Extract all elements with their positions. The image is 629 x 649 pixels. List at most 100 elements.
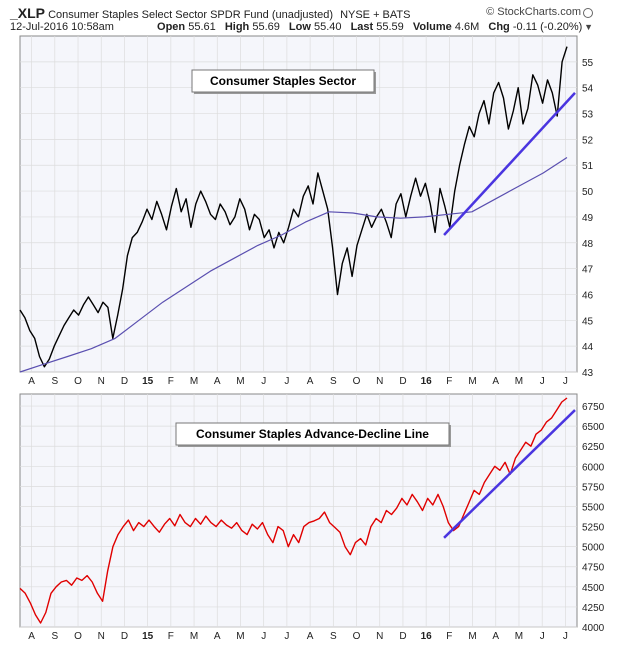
x-tick-label: S: [51, 376, 58, 387]
x-tick-label: M: [236, 631, 244, 642]
y-tick-label: 5750: [582, 482, 605, 493]
title-box: [191, 69, 375, 93]
low-label: Low: [288, 21, 311, 33]
x-tick-label: F: [168, 376, 174, 387]
low-value: 55.40: [313, 21, 342, 33]
x-tick-label: S: [330, 376, 337, 387]
change-label: Chg: [488, 21, 510, 33]
y-tick-label: 6750: [582, 402, 605, 413]
chevron-down-icon[interactable]: ▼: [584, 22, 593, 32]
x-tick-label: S: [51, 631, 58, 642]
x-tick-label: D: [399, 631, 406, 642]
x-tick-label: N: [376, 376, 383, 387]
x-tick-label: M: [190, 376, 198, 387]
title-box: [175, 422, 450, 446]
y-tick-label: 49: [582, 213, 594, 224]
y-tick-label: 52: [582, 135, 594, 146]
x-tick-label: J: [540, 631, 545, 642]
ad-line-line: [19, 397, 568, 624]
x-tick-label: N: [376, 631, 383, 642]
x-tick-label: A: [492, 376, 499, 387]
x-tick-label: A: [492, 631, 499, 642]
y-tick-label: 6250: [582, 442, 605, 453]
y-tick-label: 4250: [582, 603, 605, 614]
x-tick-label: A: [214, 631, 221, 642]
y-tick-label: 5250: [582, 523, 605, 534]
exchange-label: NYSE + BATS: [340, 9, 411, 21]
x-tick-label: M: [468, 376, 476, 387]
x-tick-label: N: [98, 631, 105, 642]
x-tick-label: O: [74, 631, 82, 642]
x-tick-label: A: [307, 376, 314, 387]
x-tick-label: M: [515, 631, 523, 642]
x-tick-label: D: [121, 376, 128, 387]
x-tick-label: A: [307, 631, 314, 642]
y-tick-label: 44: [582, 342, 594, 353]
high-value: 55.69: [252, 21, 280, 33]
x-tick-label: J: [284, 631, 289, 642]
y-tick-label: 4750: [582, 563, 605, 574]
x-tick-label: N: [98, 376, 105, 387]
price-line: [19, 46, 568, 368]
x-tick-label: M: [515, 376, 523, 387]
open-value: 55.61: [188, 21, 216, 33]
x-tick-label: M: [468, 631, 476, 642]
high-label: High: [224, 21, 250, 33]
y-tick-label: 4000: [582, 623, 605, 634]
x-tick-label: D: [121, 631, 128, 642]
trendline: [443, 92, 576, 236]
x-tick-label: O: [353, 631, 361, 642]
open-label: Open: [157, 21, 186, 33]
y-tick-label: 4500: [582, 583, 605, 594]
x-tick-label: A: [214, 376, 221, 387]
x-tick-label: 16: [421, 376, 433, 387]
x-tick-label: J: [261, 631, 266, 642]
chart-header-line1: _XLP Consumer Staples Select Sector SPDR…: [10, 5, 410, 21]
y-tick-label: 50: [582, 187, 594, 198]
x-tick-label: F: [446, 376, 452, 387]
x-tick-label: J: [563, 631, 568, 642]
last-value: 55.59: [376, 21, 404, 33]
y-tick-label: 43: [582, 368, 594, 379]
x-tick-label: O: [74, 376, 82, 387]
quote-date: 12-Jul-2016 10:58am: [10, 21, 114, 33]
change-value: -0.11 (-0.20%): [512, 21, 583, 33]
y-tick-label: 51: [582, 161, 594, 172]
x-tick-label: 15: [142, 376, 154, 387]
x-tick-label: J: [563, 376, 568, 387]
last-label: Last: [350, 21, 374, 33]
x-tick-label: 16: [421, 631, 433, 642]
volume-label: Volume: [412, 21, 452, 33]
x-tick-label: F: [168, 631, 174, 642]
fund-name: Consumer Staples Select Sector SPDR Fund…: [48, 9, 333, 21]
y-tick-label: 46: [582, 290, 594, 301]
x-tick-label: J: [284, 376, 289, 387]
ad-panel: 4000 4250 4500 4750 5000 5250 5500 5750 6000 6250…: [19, 393, 605, 642]
stockcharts-logo-icon: [583, 8, 593, 18]
price-panel: 43 44 45 46 47 48 49 50 51 52 53 54 55 A S O N D 15 F M A M J J A…: [19, 35, 594, 387]
x-tick-label: M: [236, 376, 244, 387]
x-tick-label: 15: [142, 631, 154, 642]
y-tick-label: 6500: [582, 422, 605, 433]
y-tick-label: 54: [582, 84, 594, 95]
x-tick-label: J: [540, 376, 545, 387]
x-tick-label: D: [399, 376, 406, 387]
x-tick-label: J: [261, 376, 266, 387]
y-tick-label: 47: [582, 265, 594, 276]
trendline: [443, 409, 576, 539]
x-tick-label: O: [353, 376, 361, 387]
panel-title: Consumer Staples Advance-Decline Line: [196, 427, 429, 441]
x-tick-label: A: [28, 631, 35, 642]
y-tick-label: 5500: [582, 502, 605, 513]
y-tick-label: 5000: [582, 543, 605, 554]
y-tick-label: 55: [582, 58, 594, 69]
watermark: © StockCharts.com: [486, 6, 581, 18]
panel-title: Consumer Staples Sector: [210, 74, 356, 88]
ticker-symbol[interactable]: _XLP: [10, 5, 46, 21]
x-tick-label: S: [330, 631, 337, 642]
x-tick-label: A: [28, 376, 35, 387]
volume-value: 4.6M: [454, 21, 480, 33]
y-tick-label: 53: [582, 110, 594, 121]
